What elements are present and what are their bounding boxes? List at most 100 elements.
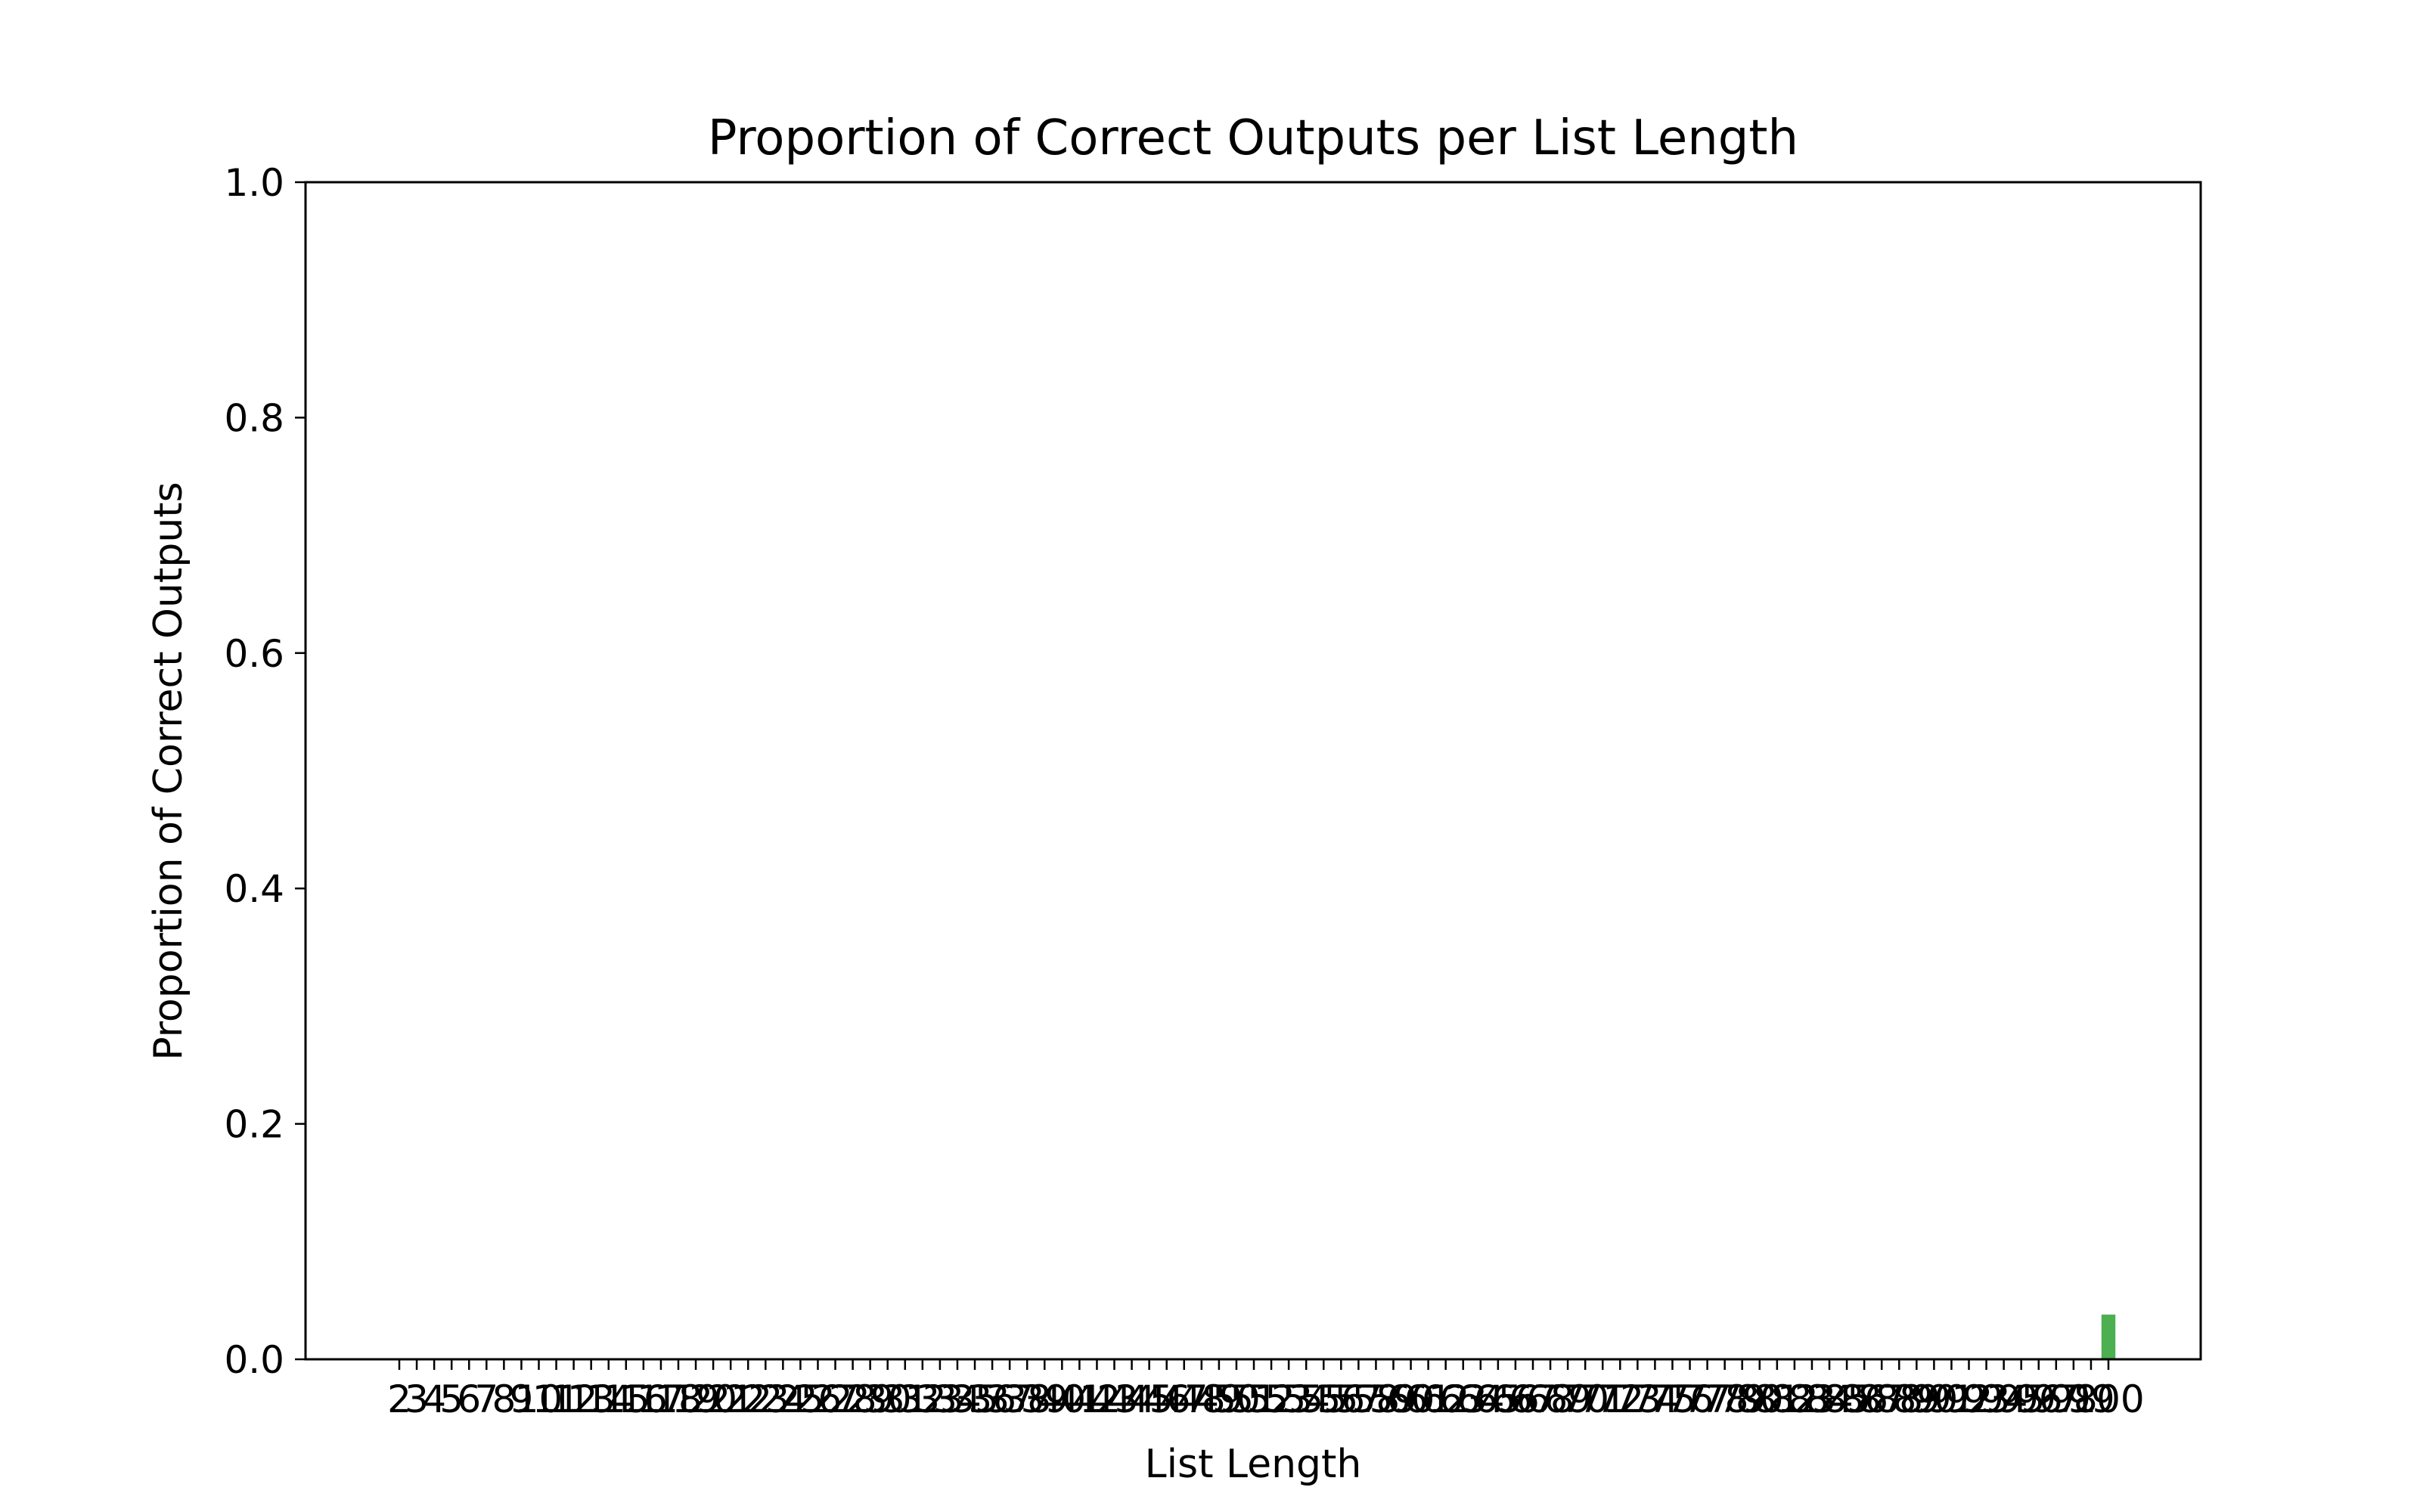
x-tick-label-20: 20: [689, 1377, 737, 1421]
x-tick-label-51: 51: [1230, 1377, 1278, 1421]
x-tick-label-86: 86: [1840, 1377, 1888, 1421]
x-tick-label-69: 69: [1544, 1377, 1592, 1421]
x-tick-label-72: 72: [1596, 1377, 1644, 1421]
x-tick-label-71: 71: [1578, 1377, 1627, 1421]
x-tick-label-18: 18: [654, 1377, 703, 1421]
x-tick-label-21: 21: [706, 1377, 755, 1421]
x-tick-label-91: 91: [1928, 1377, 1976, 1421]
chart-title: Proportion of Correct Outputs per List L…: [708, 110, 1798, 166]
x-tick-label-55: 55: [1299, 1377, 1348, 1421]
x-tick-label-80: 80: [1736, 1377, 1784, 1421]
x-tick-label-65: 65: [1474, 1377, 1522, 1421]
x-tick-label-57: 57: [1335, 1377, 1383, 1421]
x-tick-label-2: 2: [387, 1377, 411, 1421]
x-tick-label-47: 47: [1160, 1377, 1208, 1421]
x-tick-label-60: 60: [1387, 1377, 1435, 1421]
x-tick-label-41: 41: [1056, 1377, 1104, 1421]
x-tick-label-64: 64: [1457, 1377, 1505, 1421]
x-tick-label-48: 48: [1177, 1377, 1226, 1421]
x-tick-label-38: 38: [1003, 1377, 1051, 1421]
x-tick-label-67: 67: [1509, 1377, 1557, 1421]
x-tick-label-99: 99: [2067, 1377, 2115, 1421]
x-tick-label-30: 30: [864, 1377, 912, 1421]
x-tick-label-83: 83: [1788, 1377, 1836, 1421]
x-tick-label-93: 93: [1962, 1377, 2011, 1421]
x-tick-label-73: 73: [1614, 1377, 1662, 1421]
x-tick-label-62: 62: [1422, 1377, 1470, 1421]
x-tick-label-29: 29: [846, 1377, 895, 1421]
x-tick-label-87: 87: [1857, 1377, 1906, 1421]
x-tick-label-68: 68: [1526, 1377, 1575, 1421]
x-tick-label-10: 10: [515, 1377, 563, 1421]
x-tick-label-54: 54: [1282, 1377, 1330, 1421]
x-tick-label-81: 81: [1753, 1377, 1801, 1421]
x-tick-label-12: 12: [550, 1377, 598, 1421]
x-tick-label-66: 66: [1491, 1377, 1540, 1421]
x-tick-label-19: 19: [672, 1377, 720, 1421]
x-tick-label-7: 7: [474, 1377, 498, 1421]
y-tick-label-0.2: 0.2: [224, 1103, 284, 1147]
x-tick-label-4: 4: [422, 1377, 446, 1421]
x-tick-label-58: 58: [1352, 1377, 1401, 1421]
x-tick-label-14: 14: [585, 1377, 633, 1421]
y-tick-label-1.0: 1.0: [224, 161, 284, 205]
x-tick-label-63: 63: [1439, 1377, 1488, 1421]
y-axis-label: Proportion of Correct Outputs: [146, 482, 191, 1061]
x-tick-label-13: 13: [567, 1377, 616, 1421]
x-tick-label-75: 75: [1649, 1377, 1697, 1421]
y-tick-label-0.6: 0.6: [224, 632, 284, 676]
x-tick-label-79: 79: [1718, 1377, 1767, 1421]
x-tick-label-43: 43: [1091, 1377, 1139, 1421]
x-tick-label-52: 52: [1247, 1377, 1295, 1421]
x-tick-label-56: 56: [1317, 1377, 1365, 1421]
x-tick-label-32: 32: [898, 1377, 947, 1421]
x-tick-label-77: 77: [1683, 1377, 1732, 1421]
x-tick-label-3: 3: [405, 1377, 429, 1421]
x-tick-label-49: 49: [1195, 1377, 1243, 1421]
x-tick-label-9: 9: [510, 1377, 534, 1421]
x-tick-label-23: 23: [741, 1377, 790, 1421]
x-tick-label-78: 78: [1701, 1377, 1749, 1421]
x-tick-label-26: 26: [794, 1377, 842, 1421]
x-tick-label-6: 6: [457, 1377, 481, 1421]
x-tick-label-8: 8: [492, 1377, 516, 1421]
y-axis-ticks: 0.0 0.2 0.4 0.6 0.8 1.0: [224, 161, 306, 1382]
x-tick-label-50: 50: [1212, 1377, 1261, 1421]
x-tick-label-98: 98: [2049, 1377, 2098, 1421]
x-tick-label-28: 28: [829, 1377, 877, 1421]
x-tick-label-17: 17: [637, 1377, 685, 1421]
x-tick-label-46: 46: [1143, 1377, 1191, 1421]
x-tick-label-53: 53: [1264, 1377, 1313, 1421]
x-tick-label-84: 84: [1805, 1377, 1854, 1421]
x-tick-label-74: 74: [1631, 1377, 1680, 1421]
x-tick-label-61: 61: [1404, 1377, 1453, 1421]
x-tick-label-15: 15: [602, 1377, 650, 1421]
x-tick-label-88: 88: [1875, 1377, 1923, 1421]
y-tick-label-0.8: 0.8: [224, 396, 284, 440]
x-tick-label-40: 40: [1038, 1377, 1087, 1421]
x-tick-label-90: 90: [1910, 1377, 1959, 1421]
bar-group: [2101, 1314, 2116, 1359]
x-axis-ticks: 2345678910111213141516171819202122232425…: [387, 1359, 2145, 1421]
x-tick-label-11: 11: [532, 1377, 581, 1421]
x-tick-label-100: 100: [2072, 1377, 2144, 1421]
x-tick-label-82: 82: [1770, 1377, 1819, 1421]
x-tick-label-34: 34: [933, 1377, 982, 1421]
x-tick-label-95: 95: [1997, 1377, 2046, 1421]
x-tick-label-59: 59: [1370, 1377, 1418, 1421]
x-tick-label-16: 16: [619, 1377, 668, 1421]
x-tick-label-24: 24: [759, 1377, 808, 1421]
x-tick-label-27: 27: [811, 1377, 860, 1421]
x-tick-label-45: 45: [1125, 1377, 1174, 1421]
x-tick-label-25: 25: [777, 1377, 825, 1421]
x-tick-label-35: 35: [951, 1377, 999, 1421]
y-tick-label-0.0: 0.0: [224, 1338, 284, 1382]
x-tick-label-5: 5: [439, 1377, 464, 1421]
y-tick-label-0.4: 0.4: [224, 867, 284, 911]
plot-frame: [304, 181, 2202, 1361]
x-tick-label-89: 89: [1893, 1377, 1941, 1421]
x-tick-label-97: 97: [2032, 1377, 2080, 1421]
x-tick-label-39: 39: [1020, 1377, 1069, 1421]
